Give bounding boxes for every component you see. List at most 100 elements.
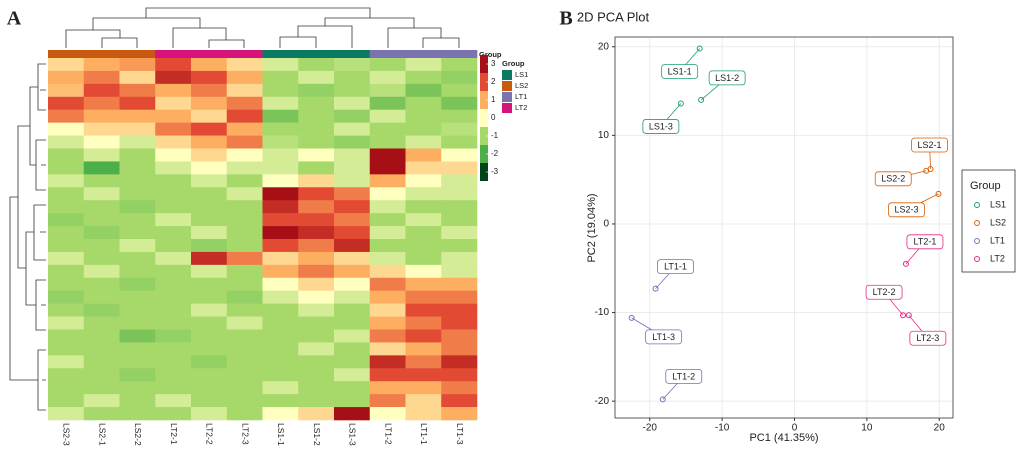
heatmap-cell bbox=[405, 148, 442, 162]
heatmap-cell bbox=[226, 303, 263, 317]
heatmap-cell bbox=[334, 355, 371, 369]
point bbox=[923, 167, 930, 174]
column-label: LS1-1 bbox=[276, 423, 286, 446]
heatmap-cell bbox=[119, 290, 156, 304]
heatmap-cell bbox=[83, 368, 120, 382]
heatmap-cell bbox=[48, 96, 85, 111]
heatmap-cell bbox=[48, 122, 85, 136]
heatmap-cell bbox=[226, 109, 263, 123]
heatmap-cell bbox=[48, 109, 85, 123]
label-box bbox=[657, 259, 694, 275]
heatmap-cell bbox=[83, 329, 120, 343]
heatmap-cell bbox=[369, 200, 406, 214]
heatmap-cell bbox=[298, 96, 335, 111]
heatmap-cell bbox=[369, 264, 406, 279]
heatmap-cell bbox=[369, 239, 406, 253]
heatmap-cell bbox=[334, 58, 371, 72]
heatmap-cell bbox=[369, 329, 406, 343]
heatmap-cell bbox=[83, 70, 120, 85]
heatmap-cell bbox=[262, 135, 299, 149]
y-tick-label: 10 bbox=[598, 130, 610, 141]
heatmap-cell bbox=[298, 290, 335, 304]
heatmap-cell bbox=[441, 226, 478, 240]
heatmap-cell bbox=[262, 200, 299, 214]
heatmap-cell bbox=[226, 277, 263, 292]
heatmap-cell bbox=[48, 200, 85, 214]
point-label: LT2-1 bbox=[914, 237, 937, 247]
legend-title: Group bbox=[502, 59, 525, 68]
heatmap-cell bbox=[262, 187, 299, 201]
heatmap-cell bbox=[334, 213, 371, 227]
column-label: LS2-1 bbox=[97, 423, 107, 446]
colorbar-tick-label: -2 bbox=[491, 149, 499, 158]
heatmap-cell bbox=[191, 239, 228, 253]
heatmap-cell bbox=[405, 174, 442, 188]
legend-swatch bbox=[502, 103, 512, 113]
heatmap-cell bbox=[191, 161, 228, 175]
heatmap-cell bbox=[226, 96, 263, 111]
heatmap-cell bbox=[226, 148, 263, 162]
heatmap-cell bbox=[262, 122, 299, 136]
heatmap-cell bbox=[119, 83, 156, 98]
heatmap-cell bbox=[262, 96, 299, 111]
heatmap-cell bbox=[48, 251, 85, 266]
point-label: LT1-2 bbox=[672, 371, 695, 381]
point bbox=[677, 100, 684, 107]
heatmap-cell bbox=[334, 200, 371, 214]
heatmap-cell bbox=[441, 122, 478, 136]
heatmap-cell bbox=[191, 70, 228, 85]
heatmap-cell bbox=[441, 148, 478, 162]
colorbar-block bbox=[480, 55, 488, 73]
heatmap-cell bbox=[369, 174, 406, 188]
x-tick-label: 10 bbox=[861, 423, 873, 434]
heatmap-cell bbox=[155, 394, 192, 408]
heatmap-cell bbox=[334, 277, 371, 292]
heatmap-cell bbox=[441, 83, 478, 98]
column-annotation bbox=[226, 50, 263, 58]
heatmap-cell bbox=[191, 251, 228, 266]
heatmap-cell bbox=[83, 96, 120, 111]
heatmap-cell bbox=[191, 200, 228, 214]
heatmap-cell bbox=[262, 264, 299, 279]
heatmap-cell bbox=[191, 174, 228, 188]
heatmap-cell bbox=[405, 96, 442, 111]
legend-label: LS2 bbox=[515, 81, 528, 90]
x-tick-label: -20 bbox=[643, 423, 658, 434]
heatmap-cell bbox=[405, 381, 442, 395]
heatmap-cell bbox=[441, 394, 478, 408]
heatmap-cell bbox=[191, 264, 228, 279]
label-box bbox=[661, 64, 699, 79]
heatmap-cell bbox=[48, 303, 85, 317]
heatmap-cell bbox=[119, 109, 156, 123]
point bbox=[659, 396, 666, 403]
legend-swatch bbox=[502, 70, 512, 80]
heatmap-cell bbox=[48, 213, 85, 227]
heatmap-cell bbox=[83, 239, 120, 253]
column-annotation bbox=[155, 50, 192, 58]
heatmap-cell bbox=[48, 58, 85, 72]
heatmap-cell bbox=[155, 200, 192, 214]
heatmap-cell bbox=[226, 226, 263, 240]
heatmap-cell bbox=[155, 355, 192, 369]
heatmap-cell bbox=[369, 70, 406, 85]
y-axis-label: PC2 (19.04%) bbox=[586, 193, 598, 262]
heatmap-cell bbox=[369, 83, 406, 98]
heatmap-cell bbox=[298, 239, 335, 253]
heatmap-cell bbox=[83, 394, 120, 408]
heatmap-cell bbox=[226, 213, 263, 227]
heatmap-cell bbox=[155, 290, 192, 304]
legend-swatch bbox=[502, 81, 512, 91]
heatmap-cell bbox=[441, 303, 478, 317]
heatmap-cell bbox=[119, 213, 156, 227]
heatmap-cell bbox=[298, 394, 335, 408]
heatmap-cell bbox=[155, 381, 192, 395]
heatmap-cell bbox=[334, 161, 371, 175]
heatmap-cell bbox=[155, 407, 192, 421]
x-tick-label: 20 bbox=[934, 423, 946, 434]
heatmap-cell bbox=[405, 407, 442, 421]
heatmap-cell bbox=[262, 226, 299, 240]
heatmap-cell bbox=[83, 58, 120, 72]
colorbar-tick-label: -1 bbox=[491, 131, 499, 140]
heatmap-cell bbox=[334, 329, 371, 343]
